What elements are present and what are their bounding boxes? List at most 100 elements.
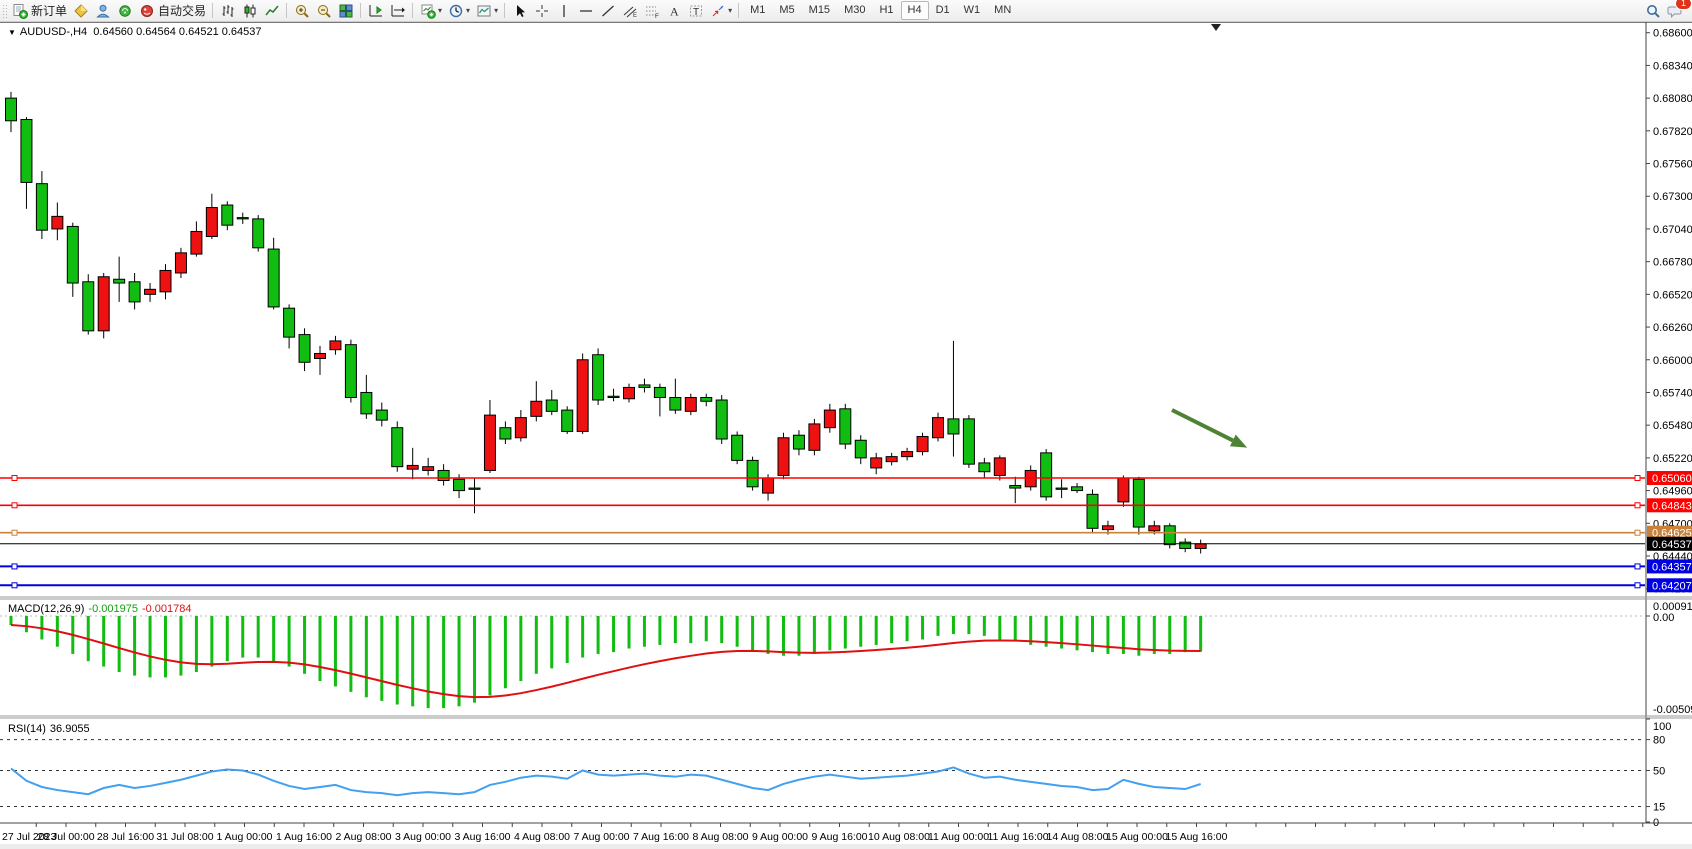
tile-windows-button[interactable] [335, 1, 357, 20]
toolbar-separator [212, 3, 214, 18]
chart-collapse-icon[interactable]: ▼ [8, 28, 16, 37]
template-icon [476, 3, 492, 19]
price-chart-canvas[interactable]: 0.68600 0.68340 0.68080 0.67820 0.67560 0.673… [0, 22, 1692, 844]
svg-text:7 Aug 00:00: 7 Aug 00:00 [573, 831, 629, 843]
fibonacci-button[interactable]: F [641, 1, 663, 20]
svg-text:28 Jul 16:00: 28 Jul 16:00 [97, 831, 154, 843]
crosshair-button[interactable] [531, 1, 553, 20]
text-button[interactable]: A [663, 1, 685, 20]
svg-text:31 Jul 08:00: 31 Jul 08:00 [156, 831, 213, 843]
text-label-button[interactable]: T [685, 1, 707, 20]
rsi-name: RSI(14) [8, 723, 46, 735]
search-icon [1645, 3, 1661, 19]
trendline-icon [600, 3, 616, 19]
svg-text:7 Aug 16:00: 7 Aug 16:00 [633, 831, 689, 843]
toolbar-group [217, 0, 283, 21]
svg-text:8 Aug 08:00: 8 Aug 08:00 [692, 831, 748, 843]
trendline-button[interactable] [597, 1, 619, 20]
zoom-out-button[interactable] [313, 1, 335, 20]
timeframe-m5-button[interactable]: M5 [779, 4, 795, 16]
new-order-button[interactable]: 新订单 [9, 1, 70, 20]
chevron-down-icon[interactable]: ▾ [728, 6, 733, 15]
auto-scroll-button[interactable] [387, 1, 409, 20]
arrows-button[interactable]: ▾ [707, 1, 735, 20]
chevron-down-icon[interactable]: ▾ [438, 6, 443, 15]
svg-text:0.64625: 0.64625 [1652, 528, 1692, 540]
svg-text:-0.005093: -0.005093 [1653, 704, 1692, 716]
chevron-down-icon[interactable]: ▾ [466, 6, 471, 15]
svg-text:T: T [693, 6, 699, 17]
svg-text:0.64207: 0.64207 [1652, 580, 1692, 592]
market-signal-icon [117, 3, 133, 19]
timeframe-d1-button[interactable]: D1 [935, 4, 950, 16]
template-button[interactable]: ▾ [473, 1, 501, 20]
bar-chart-icon [220, 3, 236, 19]
zoom-out-icon [316, 3, 332, 19]
svg-text:0.67300: 0.67300 [1653, 191, 1692, 203]
equidistant-channel-button[interactable]: E [619, 1, 641, 20]
timeframe-w1-button[interactable]: W1 [963, 4, 981, 16]
equidistant-channel-icon: E [622, 3, 638, 19]
timeframe-mn-button[interactable]: MN [994, 4, 1012, 16]
svg-text:0.64357: 0.64357 [1652, 561, 1692, 573]
cursor-button[interactable] [509, 1, 531, 20]
timeframe-h1-button[interactable]: H1 [879, 4, 894, 16]
horizontal-line-icon [578, 3, 594, 19]
timeframe-h4-button[interactable]: H4 [900, 1, 929, 20]
period-button[interactable]: ▾ [445, 1, 473, 20]
toolbar-button-label: 自动交易 [158, 4, 207, 18]
svg-text:100: 100 [1653, 721, 1671, 733]
chart-shift-button[interactable] [365, 1, 387, 20]
vertical-line-icon [556, 3, 572, 19]
toolbar-separator [286, 3, 288, 18]
timeframe-m15-button[interactable]: M15 [808, 4, 831, 16]
bar-chart-button[interactable] [217, 1, 239, 20]
svg-text:4 Aug 08:00: 4 Aug 08:00 [514, 831, 570, 843]
candlestick-chart-button[interactable] [239, 1, 261, 20]
zoom-in-button[interactable] [291, 1, 313, 20]
svg-text:15: 15 [1653, 802, 1665, 814]
svg-text:50: 50 [1653, 766, 1665, 778]
search-button[interactable] [1642, 1, 1664, 20]
toolbar-separator [738, 3, 740, 18]
expert-advisors-icon [95, 3, 111, 19]
svg-text:0.65220: 0.65220 [1653, 453, 1692, 465]
text-label-icon: T [688, 3, 704, 19]
chart-shift-icon [368, 3, 384, 19]
svg-text:0.66520: 0.66520 [1653, 289, 1692, 301]
svg-text:0.65480: 0.65480 [1653, 420, 1692, 432]
chart-window[interactable]: 0.68600 0.68340 0.68080 0.67820 0.67560 0.673… [0, 22, 1692, 844]
toolbar-button-label: 新订单 [31, 4, 68, 18]
toolbar-group [291, 0, 357, 21]
chat-button[interactable]: 1 [1664, 0, 1692, 20]
horizontal-line-button[interactable] [575, 1, 597, 20]
rsi-indicator-label: RSI(14) 36.9055 [8, 723, 90, 735]
candlestick-chart-icon [242, 3, 258, 19]
svg-text:11 Aug 16:00: 11 Aug 16:00 [987, 831, 1048, 843]
new-chart-button[interactable]: ▾ [417, 1, 445, 20]
svg-text:0.64960: 0.64960 [1653, 486, 1692, 498]
svg-text:10 Aug 08:00: 10 Aug 08:00 [868, 831, 930, 843]
arrows-icon [710, 3, 726, 19]
macd-indicator-label: MACD(12,26,9) -0.001975 -0.001784 [8, 603, 192, 615]
svg-text:9 Aug 00:00: 9 Aug 00:00 [752, 831, 808, 843]
auto-trading-button[interactable]: 自动交易 [136, 1, 209, 20]
market-signal-button[interactable] [114, 1, 136, 20]
timeframe-m30-button[interactable]: M30 [844, 4, 866, 16]
toolbar-drag-handle[interactable] [2, 3, 7, 18]
chart-symbol-period: AUDUSD-,H4 [19, 26, 88, 38]
indicators-button[interactable] [70, 1, 92, 20]
svg-text:E: E [633, 13, 637, 19]
macd-name: MACD(12,26,9) [8, 603, 85, 615]
line-chart-button[interactable] [261, 1, 283, 20]
svg-text:0.00: 0.00 [1653, 612, 1674, 624]
svg-text:0.68600: 0.68600 [1653, 28, 1692, 40]
expert-advisors-button[interactable] [92, 1, 114, 20]
timeframe-m1-button[interactable]: M1 [750, 4, 766, 16]
vertical-line-button[interactable] [553, 1, 575, 20]
chevron-down-icon[interactable]: ▾ [494, 6, 499, 15]
toolbar-separator [360, 3, 362, 18]
indicators-icon [73, 3, 89, 19]
crosshair-icon [534, 3, 550, 19]
